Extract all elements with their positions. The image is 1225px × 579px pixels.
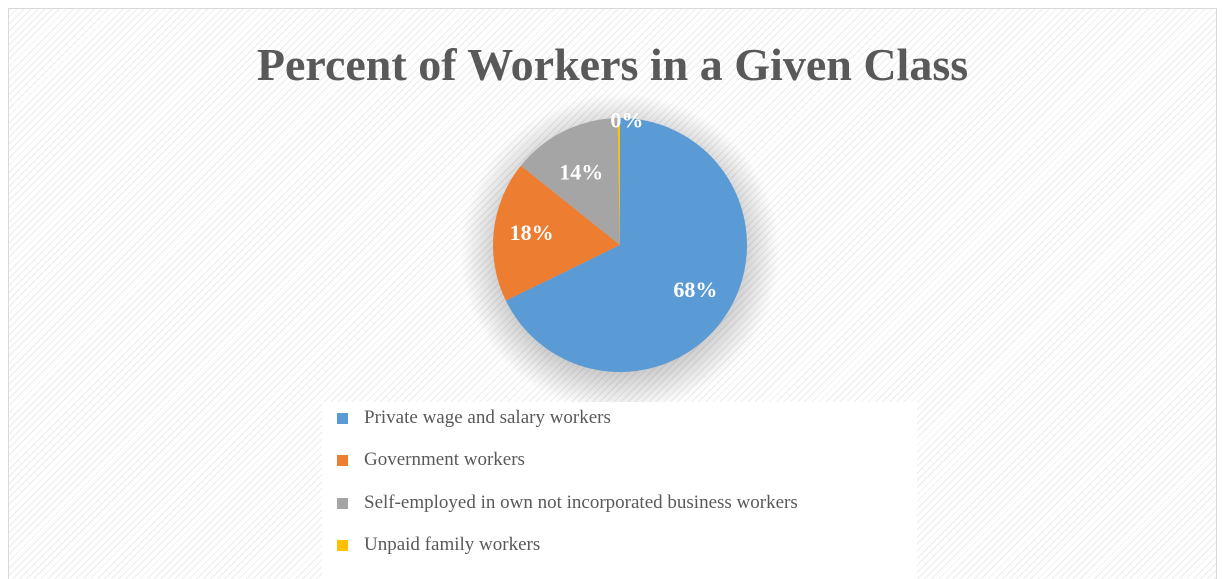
data-label-2: 18% (510, 220, 554, 245)
data-label-1: 68% (673, 277, 717, 302)
legend-label: Private wage and salary workers (364, 407, 611, 428)
legend: Private wage and salary workers Governmen… (322, 402, 917, 579)
legend-swatch (337, 497, 348, 509)
legend-item: Private wage and salary workers (322, 406, 611, 430)
legend-swatch (337, 412, 348, 424)
chart-area: Percent of Workers in a Given Class 68% 1… (8, 8, 1217, 579)
pie-slice-3 (520, 118, 620, 245)
legend-label: Unpaid family workers (364, 534, 541, 555)
legend-swatch (337, 454, 348, 466)
pie-slice-4 (617, 118, 620, 245)
data-label-3: 14% (559, 159, 603, 184)
pie-chart: 68% 18% 14% 0% (460, 93, 780, 413)
legend-label: Self-employed in own not incorporated bu… (364, 492, 798, 513)
data-label-4: 0% (610, 107, 643, 132)
pie-slice-2 (493, 165, 620, 301)
pie-slice-1 (505, 118, 747, 373)
legend-item: Self-employed in own not incorporated bu… (322, 491, 798, 515)
chart-title: Percent of Workers in a Given Class (256, 39, 969, 90)
legend-label: Government workers (364, 449, 525, 470)
legend-item: Unpaid family workers (322, 533, 540, 557)
legend-swatch (337, 539, 348, 551)
legend-item: Government workers (322, 448, 525, 472)
